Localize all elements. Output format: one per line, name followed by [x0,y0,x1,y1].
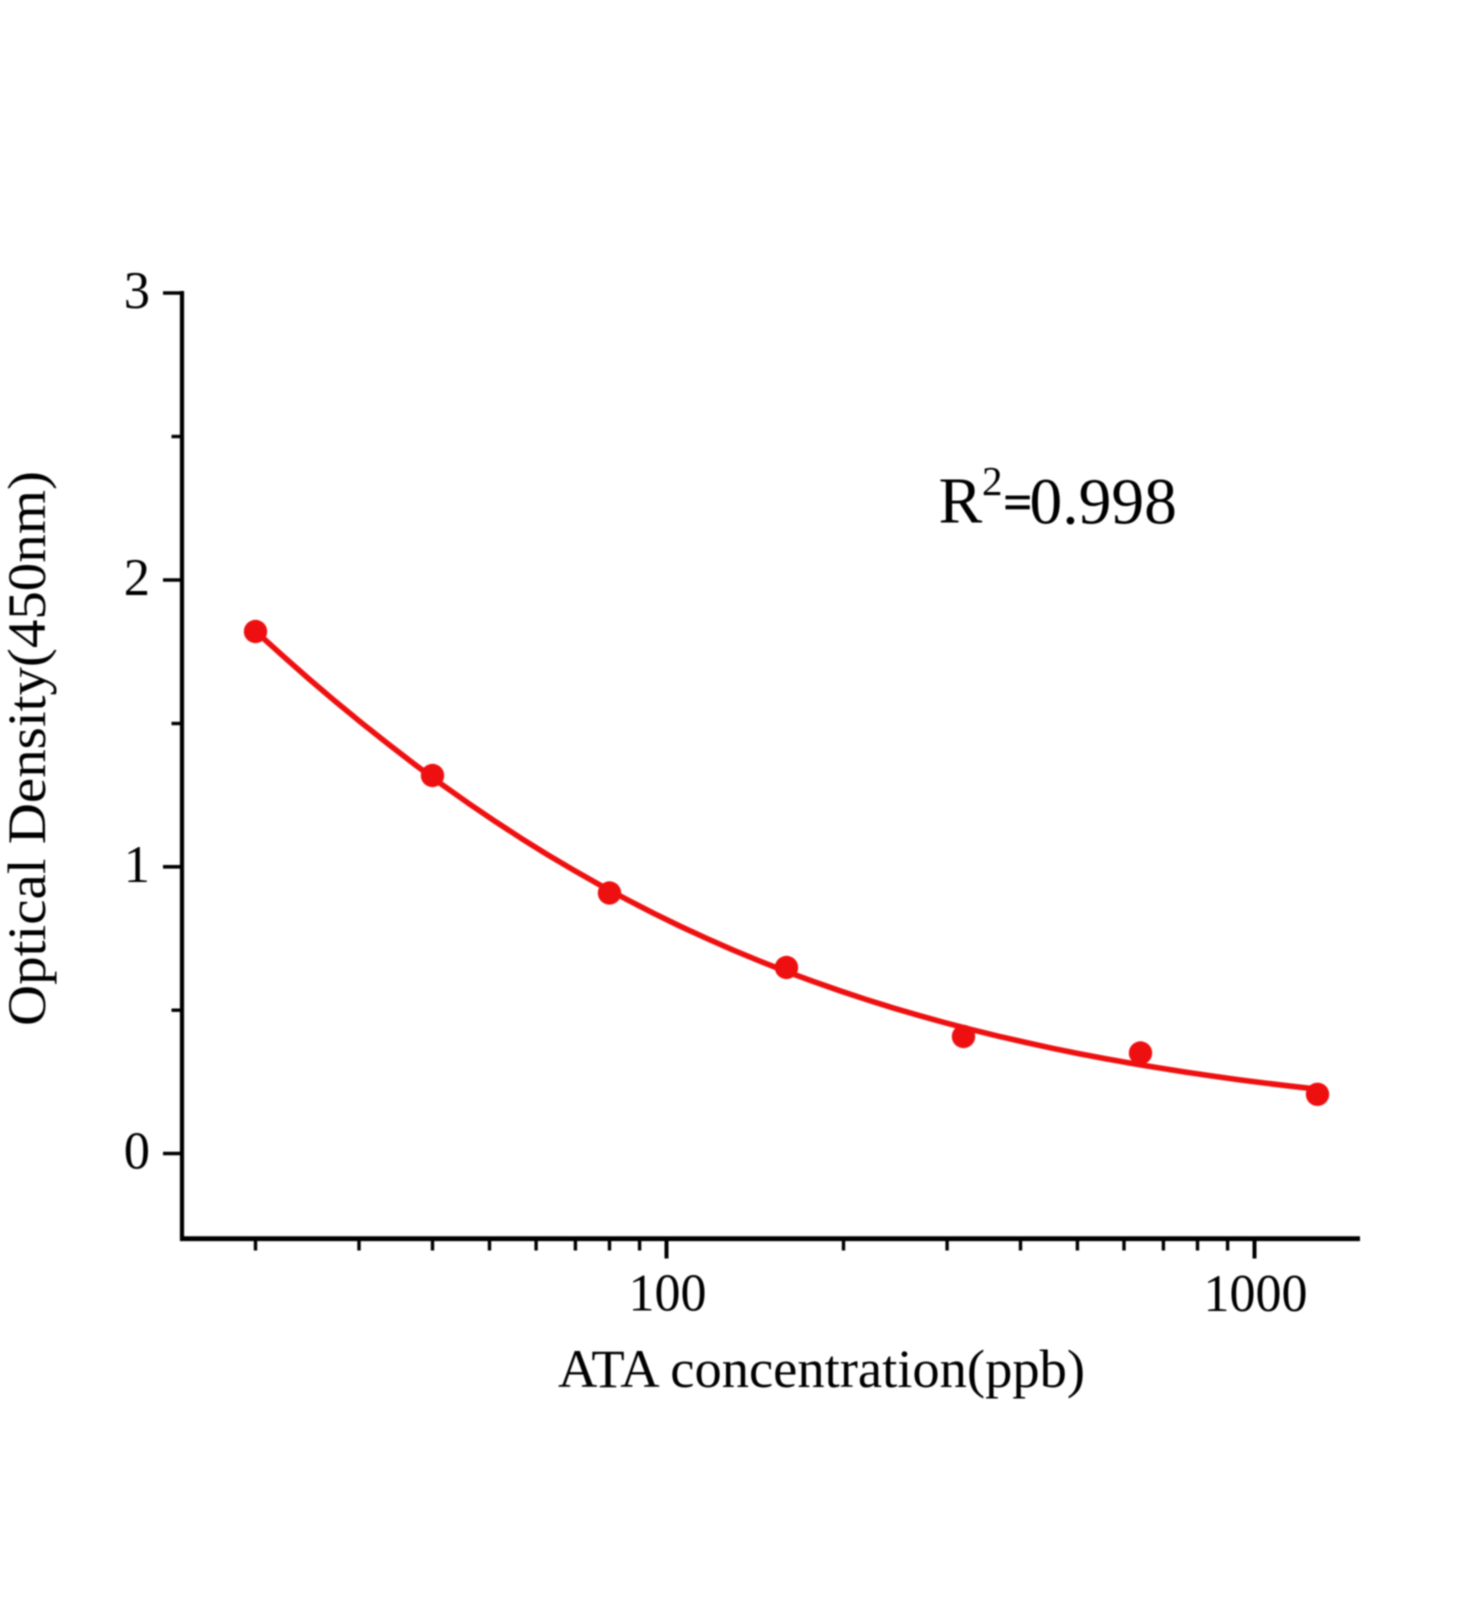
svg-text:2: 2 [982,458,1003,504]
svg-text:100: 100 [629,1265,707,1323]
svg-text:3: 3 [124,262,150,320]
svg-text:1000: 1000 [1204,1265,1308,1323]
svg-text:ATA concentration(ppb): ATA concentration(ppb) [558,1338,1085,1399]
svg-text:0.998: 0.998 [1030,467,1177,539]
svg-text:1: 1 [124,836,150,894]
svg-text:Optical Density(450nm): Optical Density(450nm) [0,471,57,1026]
svg-text:R: R [939,466,983,538]
svg-text:0: 0 [124,1123,150,1181]
svg-text:2: 2 [124,549,150,607]
